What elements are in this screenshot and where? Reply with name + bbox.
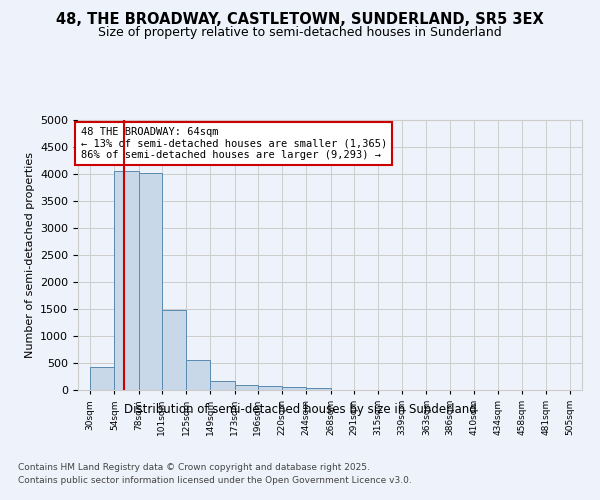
Bar [235,384,258,390]
Bar [139,173,162,390]
Bar [162,310,186,390]
Text: Size of property relative to semi-detached houses in Sunderland: Size of property relative to semi-detach… [98,26,502,39]
Bar [90,368,115,390]
Bar [258,386,282,390]
Text: 48 THE BROADWAY: 64sqm
← 13% of semi-detached houses are smaller (1,365)
86% of : 48 THE BROADWAY: 64sqm ← 13% of semi-det… [80,126,387,160]
Bar [186,360,211,390]
Bar [115,172,139,390]
Text: 48, THE BROADWAY, CASTLETOWN, SUNDERLAND, SR5 3EX: 48, THE BROADWAY, CASTLETOWN, SUNDERLAND… [56,12,544,28]
Text: Contains public sector information licensed under the Open Government Licence v3: Contains public sector information licen… [18,476,412,485]
Text: Contains HM Land Registry data © Crown copyright and database right 2025.: Contains HM Land Registry data © Crown c… [18,462,370,471]
Bar [282,387,306,390]
Text: Distribution of semi-detached houses by size in Sunderland: Distribution of semi-detached houses by … [124,402,476,415]
Bar [306,388,331,390]
Bar [211,380,235,390]
Y-axis label: Number of semi-detached properties: Number of semi-detached properties [25,152,35,358]
